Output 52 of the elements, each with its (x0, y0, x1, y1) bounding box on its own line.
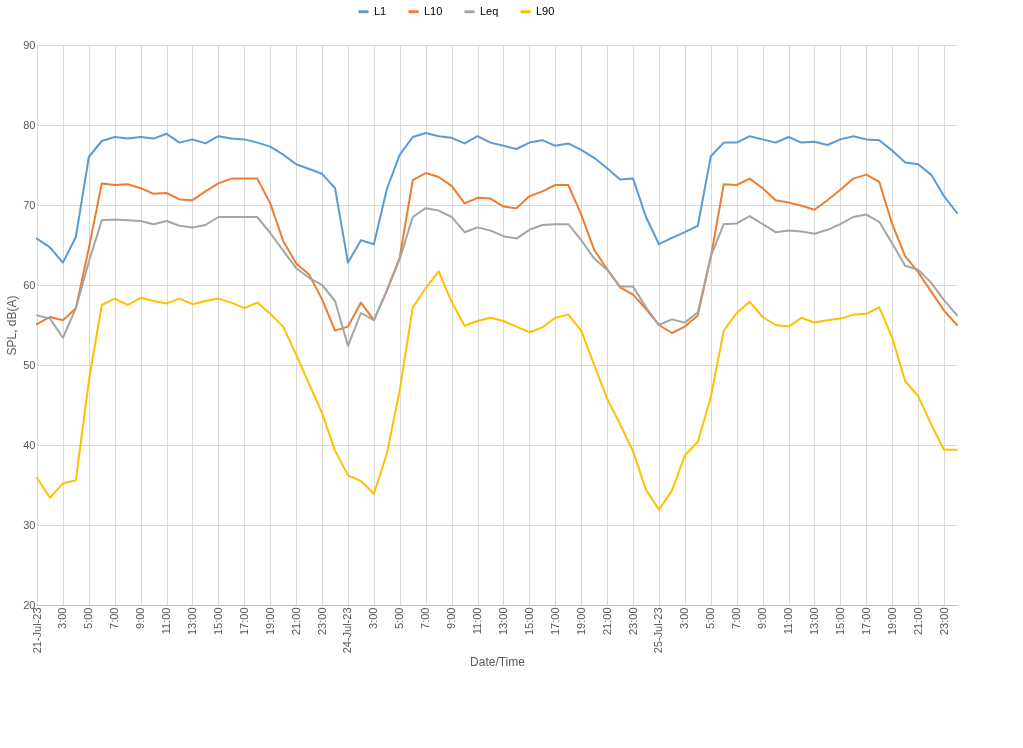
x-tick-label: 24-Jul-23 (341, 607, 354, 654)
legend-label: Leq (480, 4, 499, 17)
x-tick-label: 17:00 (859, 607, 872, 636)
x-tick-label: 23:00 (626, 607, 639, 636)
y-tick-label: 60 (23, 278, 36, 291)
x-tick-label: 25-Jul-23 (652, 607, 665, 654)
x-tick-label: 5:00 (393, 607, 406, 629)
x-tick-label: 5:00 (82, 607, 95, 629)
y-tick-label: 40 (23, 438, 36, 451)
x-tick-label: 17:00 (548, 607, 561, 636)
x-tick-label: 15:00 (522, 607, 535, 636)
x-tick-label: 7:00 (108, 607, 121, 629)
x-tick-label: 19:00 (263, 607, 276, 636)
x-axis-title: Date/Time (470, 655, 526, 670)
x-tick-label: 7:00 (730, 607, 743, 629)
x-tick-label: 3:00 (56, 607, 69, 629)
x-tick-label: 9:00 (445, 607, 458, 629)
x-tick-label: 11:00 (782, 607, 795, 635)
line-series (36, 132, 958, 264)
x-tick-label: 19:00 (574, 607, 587, 636)
x-tick-label: 9:00 (756, 607, 769, 629)
y-axis-title: SPL, dB(A) (5, 295, 20, 356)
y-tick-label: 70 (23, 198, 36, 211)
x-tick-label: 21:00 (911, 607, 924, 636)
line-series (36, 270, 958, 511)
x-tick-label: 13:00 (496, 607, 509, 636)
line-series (36, 207, 958, 347)
x-tick-label: 21:00 (600, 607, 613, 636)
x-tick-label: 23:00 (937, 607, 950, 636)
legend-label: L10 (424, 4, 443, 17)
y-tick-label: 50 (23, 358, 36, 371)
x-tick-label: 13:00 (807, 607, 820, 636)
x-tick-label: 15:00 (211, 607, 224, 636)
legend-label: L90 (536, 4, 555, 17)
y-tick-label: 90 (23, 38, 36, 51)
x-tick-label: 5:00 (704, 607, 717, 629)
x-tick-label: 15:00 (833, 607, 846, 636)
x-tick-label: 17:00 (237, 607, 250, 636)
x-tick-label: 7:00 (419, 607, 432, 629)
legend-label: L1 (374, 4, 387, 17)
x-tick-label: 13:00 (185, 607, 198, 636)
line-series (36, 172, 958, 334)
x-tick-label: 19:00 (885, 607, 898, 636)
x-tick-label: 11:00 (160, 607, 173, 635)
y-tick-label: 80 (23, 118, 36, 131)
x-tick-label: 3:00 (678, 607, 691, 629)
x-tick-label: 23:00 (315, 607, 328, 636)
y-tick-label: 30 (23, 518, 36, 531)
x-tick-label: 11:00 (471, 607, 484, 635)
x-tick-label: 9:00 (134, 607, 147, 629)
x-tick-label: 21:00 (289, 607, 302, 636)
x-tick-label: 3:00 (367, 607, 380, 629)
